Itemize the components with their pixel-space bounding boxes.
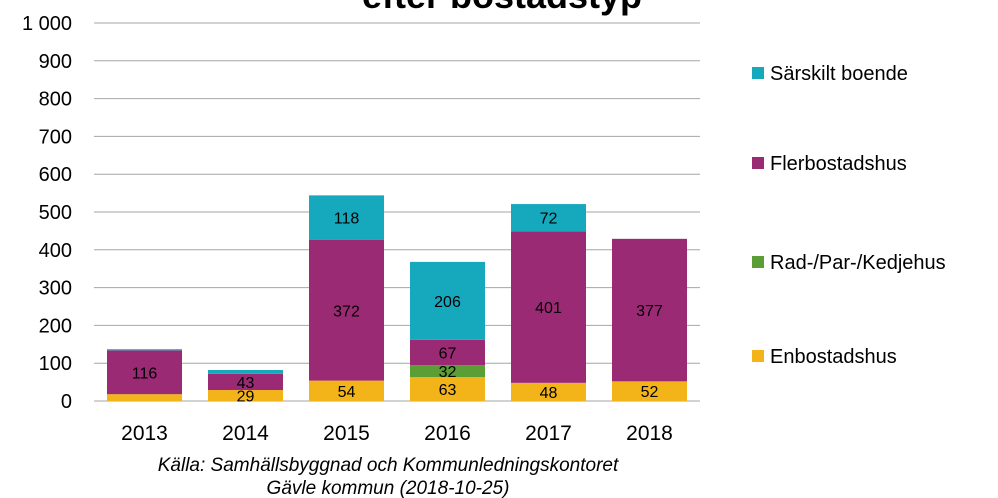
data-label: 372 bbox=[333, 303, 360, 320]
bar-segment bbox=[410, 377, 485, 401]
legend-label: Flerbostadshus bbox=[770, 153, 907, 175]
y-tick-label: 1 000 bbox=[22, 13, 72, 35]
y-tick-label: 800 bbox=[39, 89, 72, 111]
source-line: Källa: Samhällsbyggnad och Kommunledning… bbox=[158, 455, 619, 476]
source-line: Gävle kommun (2018-10-25) bbox=[267, 478, 510, 498]
data-label: 401 bbox=[535, 300, 562, 317]
y-tick-label: 600 bbox=[39, 164, 72, 186]
x-tick-label: 2015 bbox=[323, 422, 370, 445]
chart-title: efter bostadstyp bbox=[362, 0, 642, 16]
legend-label: Särskilt boende bbox=[770, 63, 908, 85]
legend-label: Rad-/Par-/Kedjehus bbox=[770, 252, 946, 274]
y-tick-label: 200 bbox=[39, 315, 72, 337]
bar-segment bbox=[208, 370, 283, 374]
data-label: 29 bbox=[237, 389, 255, 406]
data-label: 72 bbox=[540, 211, 558, 228]
bar-segment bbox=[511, 204, 586, 232]
bar-segment bbox=[612, 381, 687, 401]
y-tick-label: 700 bbox=[39, 126, 72, 148]
bar-segment bbox=[309, 239, 384, 381]
y-tick-label: 100 bbox=[39, 353, 72, 375]
data-label: 377 bbox=[636, 303, 663, 320]
legend-swatch bbox=[752, 256, 764, 268]
data-label: 52 bbox=[641, 384, 659, 401]
legend-swatch bbox=[752, 157, 764, 169]
y-tick-label: 500 bbox=[39, 202, 72, 224]
y-tick-label: 300 bbox=[39, 278, 72, 300]
bar-segment bbox=[309, 380, 384, 401]
legend-label: Enbostadshus bbox=[770, 346, 897, 368]
bar-segment bbox=[612, 238, 687, 382]
data-label: 32 bbox=[439, 364, 457, 381]
bar-segment bbox=[511, 231, 586, 383]
x-tick-label: 2017 bbox=[525, 422, 572, 445]
data-label: 43 bbox=[237, 375, 255, 392]
data-label: 206 bbox=[434, 294, 461, 311]
x-tick-label: 2013 bbox=[121, 422, 168, 445]
data-label: 63 bbox=[439, 382, 457, 399]
x-tick-label: 2014 bbox=[222, 422, 269, 445]
bar-segment bbox=[511, 382, 586, 401]
legend-swatch bbox=[752, 350, 764, 362]
bar-segment bbox=[107, 350, 182, 395]
bar-segment bbox=[208, 390, 283, 401]
data-label: 54 bbox=[338, 384, 356, 401]
bar-segment bbox=[410, 261, 485, 340]
bar-segment bbox=[309, 195, 384, 240]
x-tick-label: 2018 bbox=[626, 422, 673, 445]
data-label: 48 bbox=[540, 385, 558, 402]
bar-segment bbox=[410, 365, 485, 378]
y-tick-label: 900 bbox=[39, 51, 72, 73]
bar-segment bbox=[208, 373, 283, 391]
y-tick-label: 400 bbox=[39, 240, 72, 262]
data-label: 118 bbox=[334, 211, 360, 228]
legend-swatch bbox=[752, 67, 764, 79]
bar-segment bbox=[107, 394, 182, 401]
bar-segment bbox=[107, 349, 182, 351]
data-label: 67 bbox=[439, 345, 457, 362]
data-label: 116 bbox=[132, 365, 158, 382]
y-tick-label: 0 bbox=[61, 391, 72, 413]
bar-segment bbox=[410, 339, 485, 366]
x-tick-label: 2016 bbox=[424, 422, 471, 445]
